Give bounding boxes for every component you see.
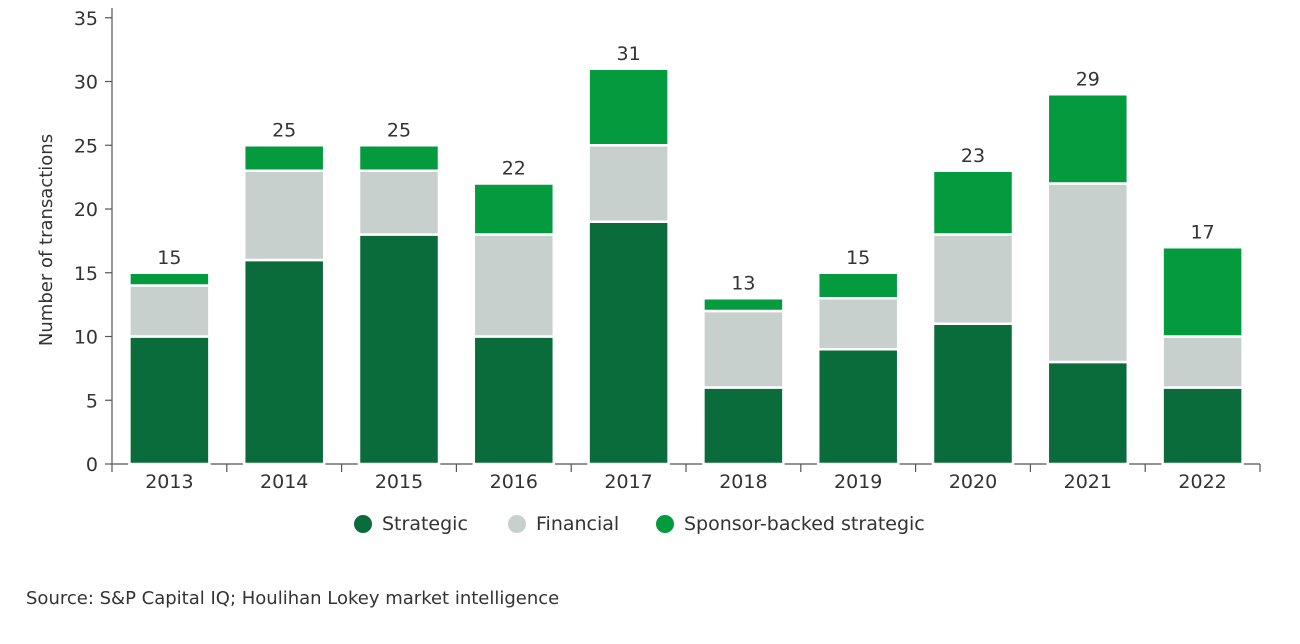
legend-swatch-strategic (354, 515, 372, 533)
bar-segment-strategic (1161, 386, 1244, 466)
bar-segment-sponsor-backed-strategic (587, 67, 670, 147)
bar-segment-strategic (357, 233, 441, 466)
x-tick-label: 2015 (375, 471, 423, 493)
bar-segment-financial (357, 169, 441, 236)
bar-total-label: 29 (1076, 68, 1100, 90)
legend-item-financial: Financial (508, 513, 619, 535)
x-tick-label: 2018 (719, 471, 767, 493)
bar-segment-strategic (587, 220, 670, 466)
x-tick-label: 2021 (1064, 471, 1112, 493)
legend-item-sponsor-backed: Sponsor-backed strategic (656, 513, 925, 535)
bar-segment-sponsor-backed-strategic (1161, 246, 1244, 338)
bar-segment-sponsor-backed-strategic (931, 169, 1015, 236)
bar-segment-sponsor-backed-strategic (472, 182, 556, 236)
bar-segment-sponsor-backed-strategic (1046, 93, 1130, 185)
bar-segment-financial (931, 233, 1015, 325)
legend-item-strategic: Strategic (354, 513, 468, 535)
x-tick-label: 2017 (604, 471, 652, 493)
bar-segment-financial (242, 169, 326, 262)
y-axis-label: Number of transactions (36, 134, 57, 346)
bar-segment-strategic (128, 335, 211, 466)
bar-segment-financial (128, 284, 211, 338)
bar-segment-financial (1161, 335, 1244, 389)
bar-segment-sponsor-backed-strategic (816, 271, 900, 300)
y-tick-label: 35 (74, 8, 98, 30)
bar-segment-sponsor-backed-strategic (242, 144, 326, 172)
legend-swatch-financial (508, 515, 526, 533)
bar-segment-sponsor-backed-strategic (702, 297, 785, 313)
bar-total-label: 13 (731, 272, 755, 294)
bar-segment-strategic (702, 386, 785, 466)
y-tick-label: 5 (86, 390, 98, 412)
source-note: Source: S&P Capital IQ; Houlihan Lokey m… (26, 588, 560, 609)
bar-segment-financial (587, 144, 670, 223)
y-tick-label: 20 (74, 199, 98, 221)
y-axis: 0 5 10 15 20 25 30 35 (74, 8, 113, 476)
bar-total-label: 25 (272, 119, 296, 141)
bar-totals: 15 25 25 22 31 13 15 23 29 17 (157, 43, 1214, 295)
bar-total-label: 31 (617, 43, 641, 65)
bar-total-label: 23 (961, 145, 985, 167)
bar-segment-financial (1046, 182, 1130, 364)
legend-label-financial: Financial (536, 513, 620, 535)
legend-label-sponsor-backed: Sponsor-backed strategic (684, 513, 925, 535)
bar-total-label: 22 (502, 158, 526, 180)
stacked-bar-chart: 0 5 10 15 20 25 30 35 Number of transactions 20… (36, 8, 1261, 493)
x-tick-label: 2014 (260, 471, 308, 493)
bar-total-label: 17 (1191, 221, 1215, 243)
bar-segment-sponsor-backed-strategic (357, 144, 441, 172)
bar-segment-financial (702, 309, 785, 389)
x-tick-label: 2022 (1178, 471, 1226, 493)
legend-label-strategic: Strategic (382, 513, 468, 535)
bar-segment-sponsor-backed-strategic (128, 271, 211, 287)
bar-total-label: 25 (387, 119, 411, 141)
y-tick-label: 15 (74, 263, 98, 285)
bar-total-label: 15 (846, 247, 870, 269)
x-tick-label: 2013 (145, 471, 193, 493)
bar-segment-financial (816, 297, 900, 351)
bar-segment-strategic (816, 348, 900, 466)
bar-total-label: 15 (157, 247, 181, 269)
bar-segment-strategic (931, 322, 1015, 466)
y-tick-label: 30 (74, 72, 98, 94)
legend-swatch-sponsor-backed (656, 515, 674, 533)
bar-segment-strategic (242, 258, 326, 466)
x-tick-label: 2019 (834, 471, 882, 493)
bar-segment-financial (472, 233, 556, 338)
legend: Strategic Financial Sponsor-backed strat… (0, 513, 1300, 539)
y-tick-label: 25 (74, 135, 98, 157)
bars (128, 67, 1244, 466)
x-tick-label: 2020 (949, 471, 997, 493)
x-tick-label: 2016 (490, 471, 538, 493)
bar-segment-strategic (472, 335, 556, 466)
y-tick-label: 10 (74, 327, 98, 349)
bar-segment-strategic (1046, 360, 1130, 466)
x-axis: 2013 2014 2015 2016 2017 2018 2019 2020 2021 2022 (111, 463, 1261, 493)
y-tick-label: 0 (86, 454, 98, 476)
